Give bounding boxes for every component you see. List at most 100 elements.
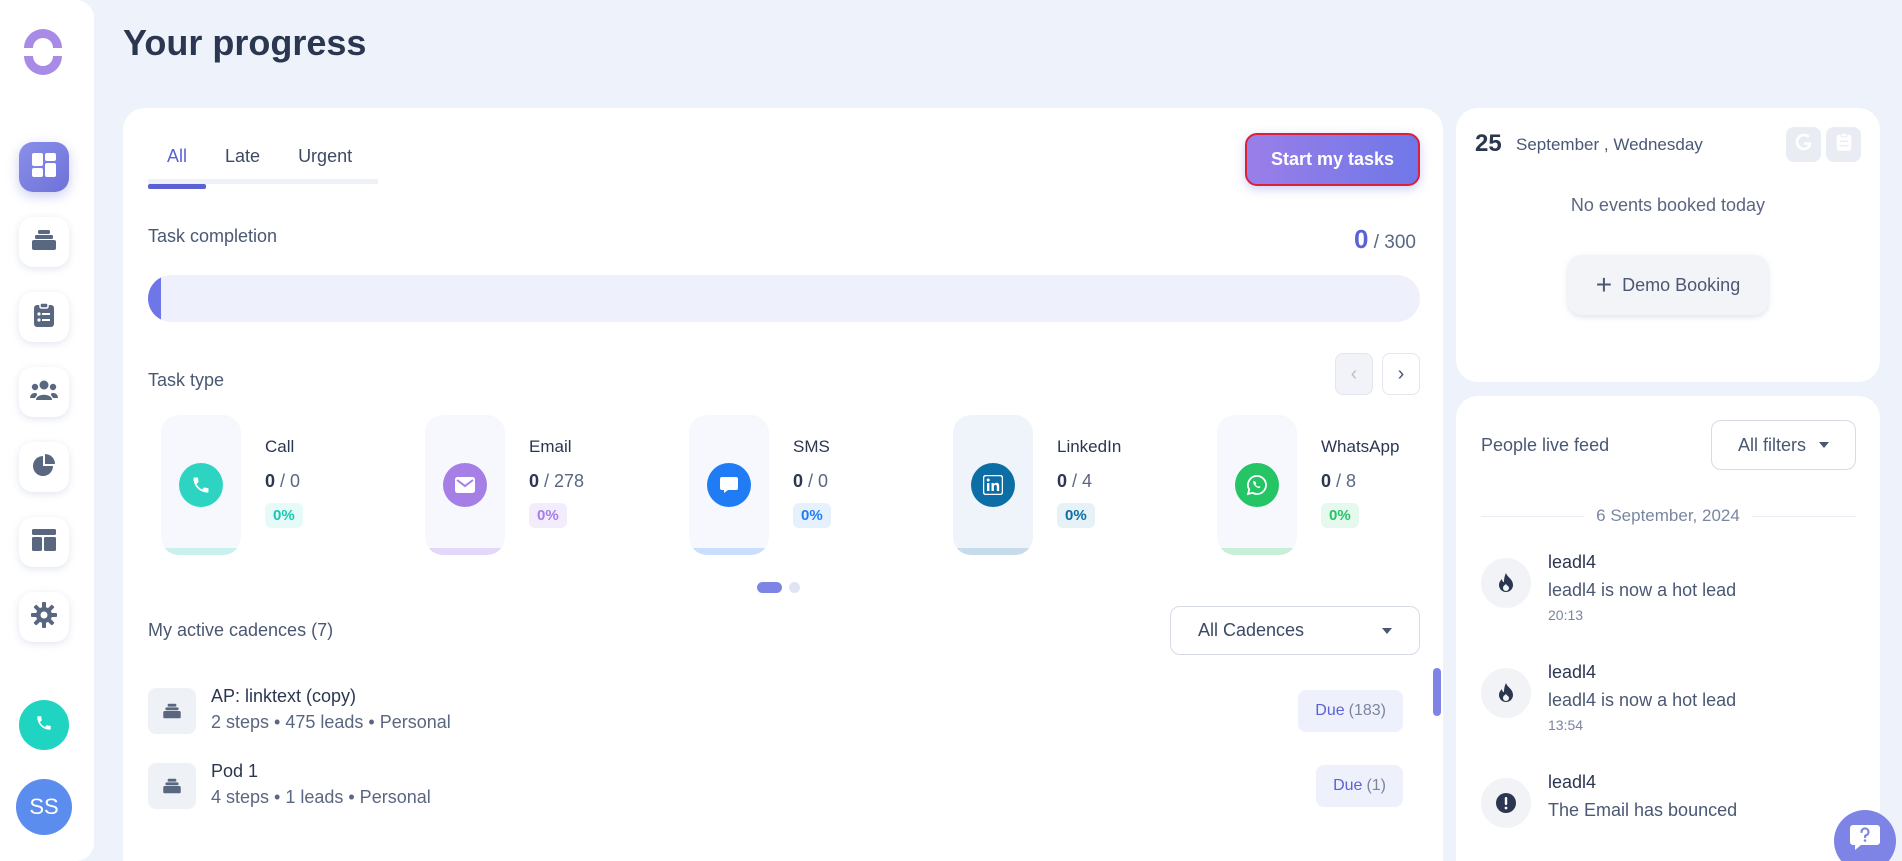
sidebar-item-templates[interactable] xyxy=(19,517,69,567)
sidebar-item-cadences[interactable] xyxy=(19,217,69,267)
flame-icon xyxy=(1481,558,1531,608)
feed-event-time: 13:54 xyxy=(1548,717,1584,733)
feed-date: 6 September, 2024 xyxy=(1584,506,1752,525)
task-type-next-button[interactable]: › xyxy=(1382,353,1420,395)
tab-all[interactable]: All xyxy=(148,144,207,189)
task-completion-progress-bar xyxy=(148,275,1420,322)
demo-booking-label: Demo Booking xyxy=(1622,274,1741,295)
feed-filter-value: All filters xyxy=(1738,434,1807,455)
task-completion-count: 0 / 300 xyxy=(1354,224,1416,255)
plus-icon: + xyxy=(1595,269,1613,300)
task-type-count: 0 / 0 xyxy=(793,471,828,492)
pie-chart-icon xyxy=(32,453,56,482)
sidebar-item-tasks[interactable] xyxy=(19,292,69,342)
task-type-done: 0 xyxy=(529,471,540,491)
total-count: / 300 xyxy=(1373,232,1416,253)
task-type-done: 0 xyxy=(1321,471,1332,491)
clipboard-icon xyxy=(33,301,55,333)
people-live-feed: People live feed All filters 6 September… xyxy=(1456,396,1880,861)
demo-booking-button[interactable]: + Demo Booking xyxy=(1568,255,1768,315)
cadence-list-item[interactable]: AP: linktext (copy) 2 steps • 475 leads … xyxy=(148,682,1418,738)
task-type-total: / 8 xyxy=(1336,471,1357,491)
task-type-underbar xyxy=(953,548,1033,555)
task-type-name: SMS xyxy=(793,437,830,456)
sidebar-item-dashboard[interactable] xyxy=(19,142,69,192)
task-type-email[interactable]: Email 0 / 278 0% xyxy=(425,415,689,555)
task-type-percent: 0% xyxy=(529,503,567,528)
feed-item[interactable]: leadl4 leadl4 is now a hot lead 13:54 xyxy=(1481,662,1861,752)
feed-title: People live feed xyxy=(1481,435,1610,455)
progress-card: All Late Urgent Start my tasks Task comp… xyxy=(123,108,1443,861)
cadence-list-scrollbar[interactable] xyxy=(1433,668,1441,716)
stack-icon xyxy=(31,229,57,256)
calendar-notes-button[interactable] xyxy=(1826,127,1861,162)
due-count: (1) xyxy=(1366,777,1386,794)
calendar-date: September , Wednesday xyxy=(1516,135,1703,154)
people-icon xyxy=(30,379,58,406)
feed-lead-name[interactable]: leadl4 xyxy=(1548,662,1597,682)
cadence-filter-select[interactable]: All Cadences xyxy=(1170,606,1420,655)
progress-fill xyxy=(148,275,161,322)
task-type-percent: 0% xyxy=(1057,503,1095,528)
task-type-prev-button[interactable]: ‹ xyxy=(1335,353,1373,395)
google-calendar-button[interactable] xyxy=(1786,127,1821,162)
task-type-underbar xyxy=(689,548,769,555)
user-avatar[interactable]: SS xyxy=(16,779,72,835)
task-type-count: 0 / 0 xyxy=(265,471,300,492)
start-my-tasks-button[interactable]: Start my tasks xyxy=(1245,133,1420,186)
task-type-name: LinkedIn xyxy=(1057,437,1122,456)
mail-icon xyxy=(443,463,487,507)
page-title: Your progress xyxy=(123,22,367,63)
sidebar: SS xyxy=(0,0,94,861)
carousel-pagination xyxy=(757,582,800,593)
due-badge[interactable]: Due (1) xyxy=(1316,765,1403,807)
task-type-label: Task type xyxy=(148,370,225,390)
feed-item[interactable]: leadl4 The Email has bounced xyxy=(1481,772,1861,861)
caret-down-icon xyxy=(1382,627,1392,634)
chevron-left-icon: ‹ xyxy=(1350,362,1358,385)
task-type-done: 0 xyxy=(1057,471,1068,491)
sidebar-item-settings[interactable] xyxy=(19,592,69,642)
task-type-card xyxy=(689,415,769,555)
sidebar-item-people[interactable] xyxy=(19,367,69,417)
task-type-sms[interactable]: SMS 0 / 0 0% xyxy=(689,415,953,555)
task-type-card xyxy=(1217,415,1297,555)
carousel-dot-1[interactable] xyxy=(757,582,782,593)
task-type-whatsapp[interactable]: WhatsApp 0 / 8 0% xyxy=(1217,415,1481,555)
google-icon xyxy=(1794,132,1814,157)
feed-lead-name[interactable]: leadl4 xyxy=(1548,772,1597,792)
sidebar-item-reports[interactable] xyxy=(19,442,69,492)
cadence-list-item[interactable]: Pod 1 4 steps • 1 leads • Personal Due (1… xyxy=(148,757,1418,813)
task-type-percent: 0% xyxy=(793,503,831,528)
task-type-name: Call xyxy=(265,437,295,456)
dashboard-icon xyxy=(31,152,57,183)
feed-lead-name[interactable]: leadl4 xyxy=(1548,552,1597,572)
task-type-call[interactable]: Call 0 / 0 0% xyxy=(161,415,425,555)
task-type-underbar xyxy=(1217,548,1297,555)
task-type-underbar xyxy=(425,548,505,555)
call-button[interactable] xyxy=(19,700,69,750)
task-type-carousel: Call 0 / 0 0% Email 0 / 278 0% xyxy=(161,415,1421,555)
stack-icon xyxy=(148,688,196,734)
cadence-title: Pod 1 xyxy=(211,761,259,781)
alert-icon xyxy=(1481,778,1531,828)
carousel-dot-2[interactable] xyxy=(789,582,800,593)
feed-item[interactable]: leadl4 leadl4 is now a hot lead 20:13 xyxy=(1481,552,1861,642)
cadence-meta: 4 steps • 1 leads • Personal xyxy=(211,787,431,807)
app-logo[interactable] xyxy=(18,27,68,77)
task-type-total: / 0 xyxy=(808,471,829,491)
stack-icon xyxy=(148,763,196,809)
cadence-title: AP: linktext (copy) xyxy=(211,686,357,706)
task-type-total: / 4 xyxy=(1072,471,1093,491)
task-type-linkedin[interactable]: LinkedIn 0 / 4 0% xyxy=(953,415,1217,555)
feed-filter-select[interactable]: All filters xyxy=(1711,420,1856,470)
tab-late[interactable]: Late xyxy=(225,146,261,166)
task-type-percent: 0% xyxy=(1321,503,1359,528)
due-label: Due xyxy=(1333,777,1363,794)
due-badge[interactable]: Due (183) xyxy=(1298,690,1403,732)
caret-down-icon xyxy=(1819,442,1829,448)
tab-urgent[interactable]: Urgent xyxy=(298,146,353,166)
help-button[interactable] xyxy=(1834,810,1896,861)
task-type-count: 0 / 278 xyxy=(529,471,584,492)
feed-date-separator: 6 September, 2024 xyxy=(1456,506,1880,526)
